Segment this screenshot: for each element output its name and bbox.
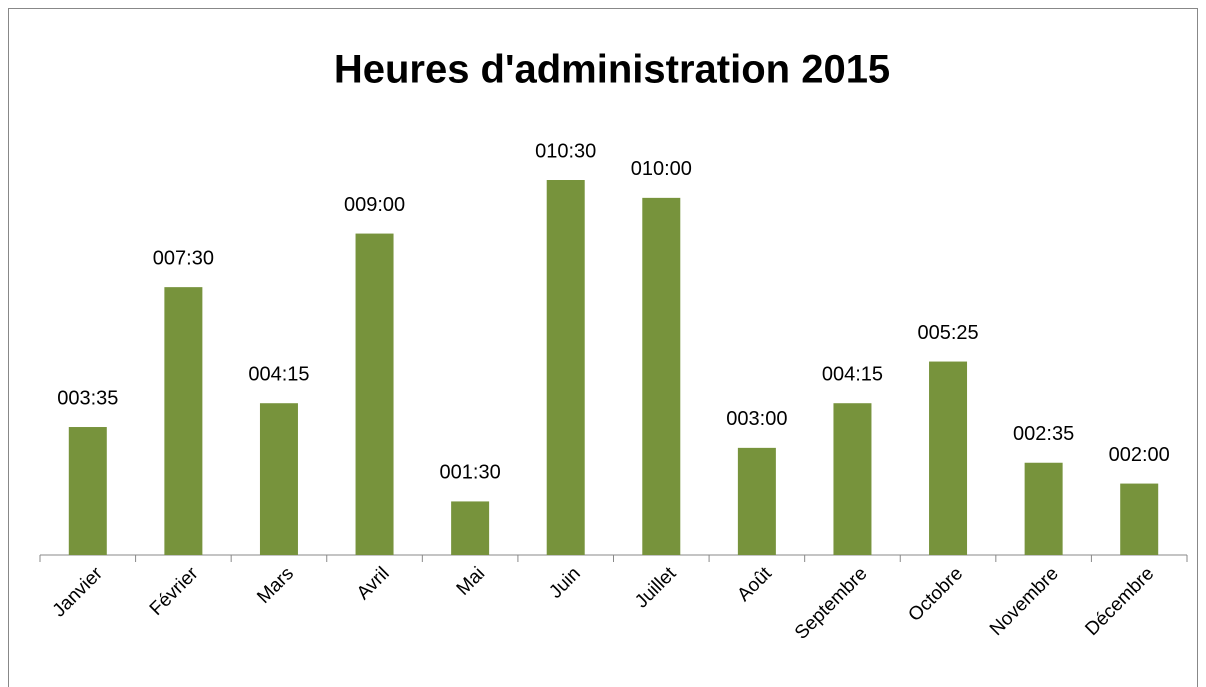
value-label: 004:15	[822, 363, 883, 385]
bar	[1024, 462, 1063, 555]
value-label: 009:00	[344, 194, 405, 216]
value-label: 001:30	[440, 462, 501, 484]
bar	[68, 427, 107, 555]
bar	[737, 447, 776, 555]
bar	[164, 287, 203, 555]
value-label: 002:00	[1109, 444, 1170, 466]
value-label: 004:15	[248, 363, 309, 385]
chart-frame	[8, 8, 1198, 687]
value-label: 005:25	[917, 322, 978, 344]
bar	[642, 197, 681, 555]
value-label: 010:00	[631, 158, 692, 180]
value-label: 002:35	[1013, 423, 1074, 445]
bar	[451, 501, 490, 555]
bar	[833, 403, 872, 555]
value-label: 003:35	[57, 387, 118, 409]
bar	[546, 180, 585, 555]
value-label: 010:30	[535, 140, 596, 162]
bar	[1120, 483, 1159, 555]
bar	[259, 403, 298, 555]
value-label: 003:00	[726, 408, 787, 430]
value-label: 007:30	[153, 247, 214, 269]
chart-title: Heures d'administration 2015	[334, 48, 890, 92]
bar	[929, 361, 968, 555]
bar	[355, 233, 394, 556]
